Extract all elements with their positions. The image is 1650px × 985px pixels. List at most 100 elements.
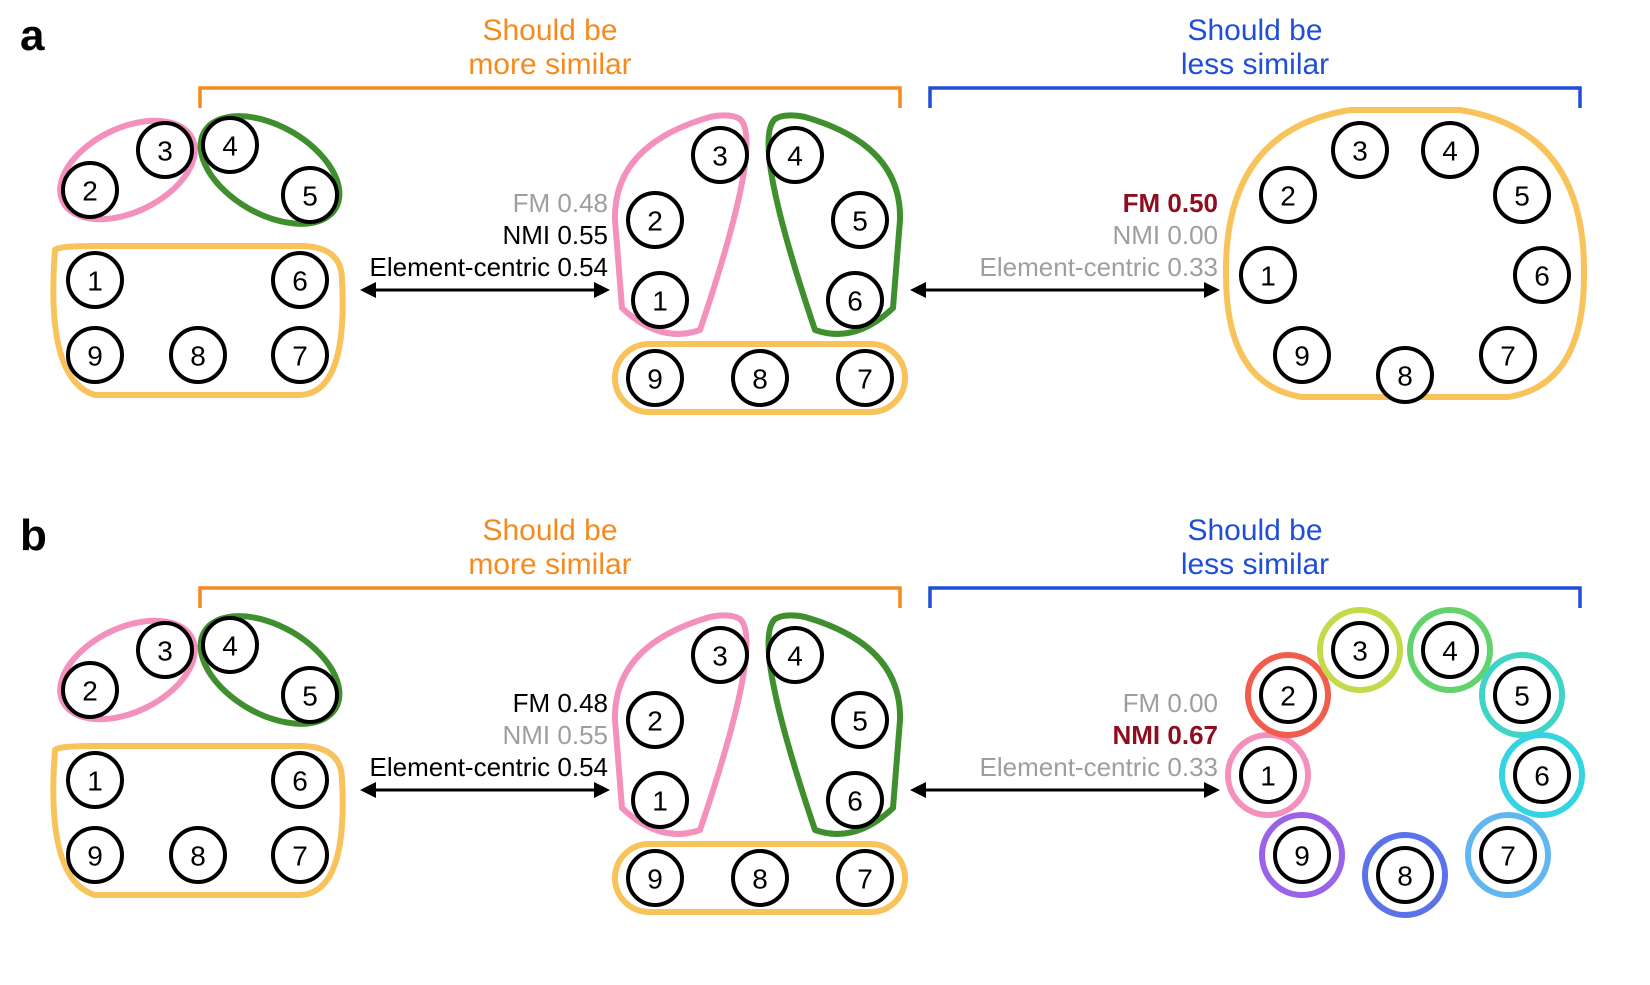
node-label: 5: [302, 181, 318, 212]
node-label: 5: [1514, 181, 1530, 212]
node-label: 7: [292, 841, 308, 872]
metric-line: FM 0.50: [1123, 188, 1218, 218]
heading-line1: Should be: [482, 14, 617, 47]
node-label: 1: [652, 786, 668, 817]
node-label: 4: [222, 131, 238, 162]
heading-line1: Should be: [482, 514, 617, 547]
node-label: 1: [1260, 761, 1276, 792]
node-label: 4: [222, 631, 238, 662]
metric-line: Element-centric 0.33: [980, 252, 1218, 282]
node-label: 4: [1442, 136, 1458, 167]
node-label: 3: [712, 641, 728, 672]
heading-bracket: Should bemore similar: [200, 514, 900, 608]
node-label: 1: [652, 286, 668, 317]
metrics: FM 0.48NMI 0.55Element-centric 0.54: [370, 688, 608, 782]
node-label: 9: [647, 864, 663, 895]
double-arrow: [910, 282, 1220, 298]
metric-line: NMI 0.67: [1113, 720, 1219, 750]
node-label: 6: [847, 286, 863, 317]
node-label: 4: [787, 141, 803, 172]
bracket: [200, 88, 900, 108]
figure-svg: aShould bemore similarShould beless simi…: [0, 0, 1650, 985]
node-label: 2: [1280, 681, 1296, 712]
metrics: FM 0.50NMI 0.00Element-centric 0.33: [980, 188, 1218, 282]
metric-line: Element-centric 0.33: [980, 752, 1218, 782]
node-label: 3: [712, 141, 728, 172]
node-label: 8: [752, 864, 768, 895]
node-label: 4: [787, 641, 803, 672]
node-label: 8: [190, 841, 206, 872]
heading-line2: less similar: [1181, 548, 1329, 581]
metrics: FM 0.48NMI 0.55Element-centric 0.54: [370, 188, 608, 282]
panel-letter: a: [20, 11, 45, 60]
left-diagram: 1 2 3 4 5 6 7 8 9: [44, 94, 357, 395]
node-label: 1: [87, 266, 103, 297]
heading-line2: more similar: [468, 548, 631, 581]
metric-line: NMI 0.55: [503, 720, 609, 750]
metric-line: NMI 0.00: [1113, 220, 1219, 250]
double-arrow: [360, 282, 610, 298]
node-label: 2: [1280, 181, 1296, 212]
metric-line: Element-centric 0.54: [370, 252, 608, 282]
node-label: 7: [1500, 341, 1516, 372]
heading-bracket: Should bemore similar: [200, 14, 900, 108]
heading-line2: less similar: [1181, 48, 1329, 81]
heading-line1: Should be: [1187, 14, 1322, 47]
metrics: FM 0.00NMI 0.67Element-centric 0.33: [980, 688, 1218, 782]
node-label: 9: [647, 364, 663, 395]
node-label: 7: [292, 341, 308, 372]
right-diagram-a: 1 2 3 4 5 6 7 8 9: [1226, 110, 1584, 402]
node-label: 6: [1534, 761, 1550, 792]
heading-bracket: Should beless similar: [930, 14, 1580, 108]
node-label: 8: [752, 364, 768, 395]
node-label: 9: [1294, 341, 1310, 372]
node-label: 4: [1442, 636, 1458, 667]
node-label: 2: [82, 176, 98, 207]
center-diagram: 1 2 3 4 5 6 7 8 9: [615, 115, 905, 412]
node-label: 6: [292, 266, 308, 297]
node-label: 8: [1397, 861, 1413, 892]
right-diagram-b: 1 2 3 4 5 6 7 8 9: [1228, 610, 1582, 915]
bracket: [930, 588, 1580, 608]
node-label: 5: [852, 206, 868, 237]
node-label: 9: [1294, 841, 1310, 872]
metric-line: FM 0.00: [1123, 688, 1218, 718]
node-label: 9: [87, 841, 103, 872]
node-label: 5: [1514, 681, 1530, 712]
node-label: 7: [857, 864, 873, 895]
panel-letter: b: [20, 511, 47, 560]
node-label: 5: [852, 706, 868, 737]
cluster-green: [182, 94, 358, 246]
node-label: 1: [87, 766, 103, 797]
node-label: 6: [292, 766, 308, 797]
double-arrow: [360, 782, 610, 798]
node-label: 2: [647, 206, 663, 237]
node-label: 8: [1397, 361, 1413, 392]
node-label: 2: [82, 676, 98, 707]
metric-line: FM 0.48: [513, 688, 608, 718]
node-label: 7: [1500, 841, 1516, 872]
node-label: 1: [1260, 261, 1276, 292]
bracket: [200, 588, 900, 608]
metric-line: NMI 0.55: [503, 220, 609, 250]
node-label: 6: [1534, 261, 1550, 292]
node-label: 6: [847, 786, 863, 817]
heading-line1: Should be: [1187, 514, 1322, 547]
node-label: 3: [1352, 636, 1368, 667]
metric-line: Element-centric 0.54: [370, 752, 608, 782]
heading-line2: more similar: [468, 48, 631, 81]
node-label: 8: [190, 341, 206, 372]
node-label: 9: [87, 341, 103, 372]
cluster-green: [182, 594, 358, 746]
left-diagram: 1 2 3 4 5 6 7 8 9: [44, 594, 357, 895]
node-label: 5: [302, 681, 318, 712]
bracket: [930, 88, 1580, 108]
node-label: 3: [1352, 136, 1368, 167]
heading-bracket: Should beless similar: [930, 514, 1580, 608]
center-diagram: 123456789: [615, 615, 905, 912]
node-label: 3: [157, 136, 173, 167]
node-label: 3: [157, 636, 173, 667]
double-arrow: [910, 782, 1220, 798]
metric-line: FM 0.48: [513, 188, 608, 218]
node-label: 7: [857, 364, 873, 395]
